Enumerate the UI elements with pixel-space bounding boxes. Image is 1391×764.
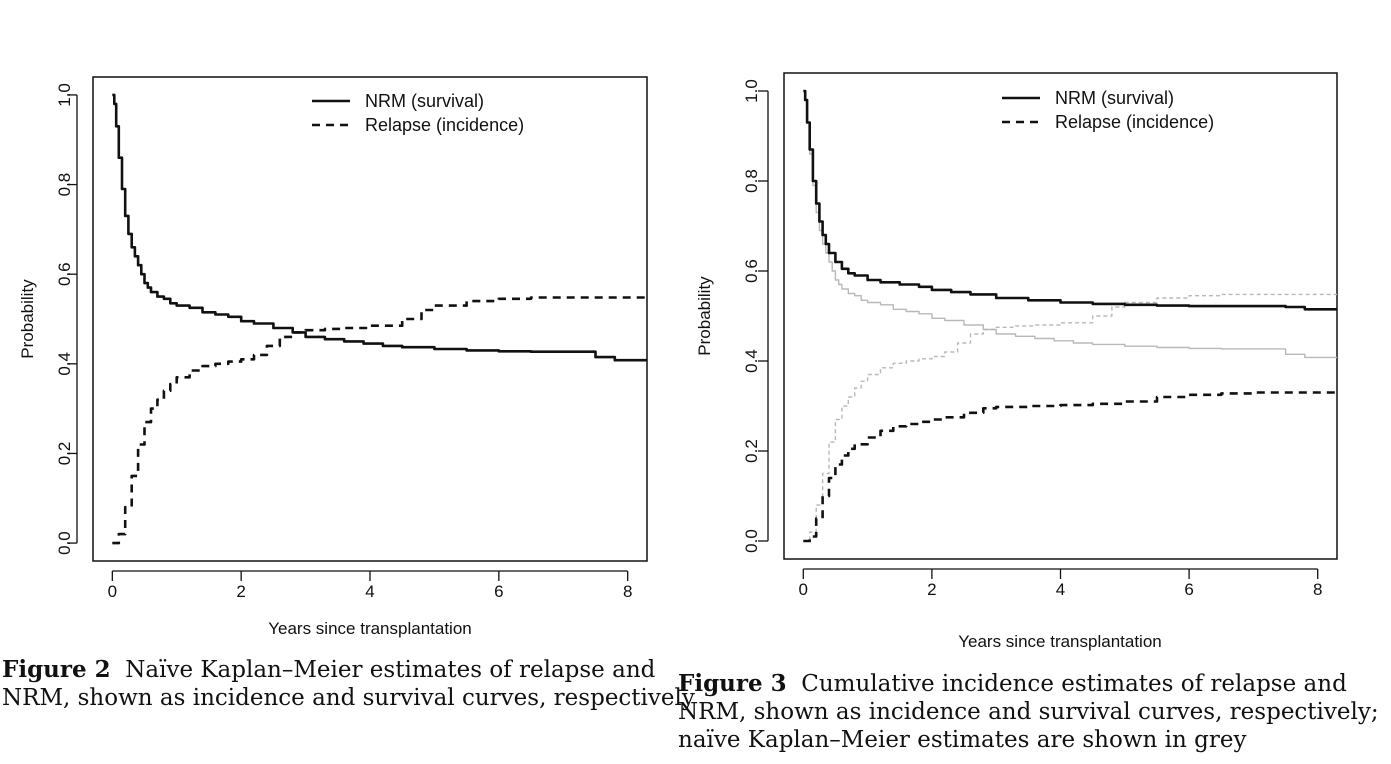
plot-frame — [783, 72, 1338, 560]
legend: NRM (survival) Relapse (incidence) — [1002, 88, 1214, 132]
caption-line: Naïve Kaplan–Meier estimates of relapse … — [125, 657, 656, 683]
series-group — [112, 93, 647, 545]
axis-ticks: 0 2 4 6 8 0.0 0.2 0.4 0.6 0.8 1.0 — [55, 83, 632, 601]
x-tick-label: 2 — [236, 582, 245, 601]
series-line-2 — [803, 89, 1337, 311]
x-tick-label: 6 — [494, 582, 503, 601]
series-line-0 — [112, 93, 647, 362]
y-tick-label: 0.8 — [742, 169, 761, 193]
legend: NRM (survival) Relapse (incidence) — [312, 91, 524, 135]
figure-2-caption: Figure 2 Naïve Kaplan–Meier estimates of… — [2, 656, 695, 712]
x-tick-label: 4 — [365, 582, 374, 601]
caption-label: Figure 3 — [678, 670, 787, 697]
x-tick-label: 2 — [927, 580, 936, 599]
y-tick-label: 0.2 — [55, 442, 74, 466]
x-tick-label: 4 — [1056, 580, 1065, 599]
legend-entry-relapse: Relapse (incidence) — [365, 115, 524, 135]
caption-label: Figure 2 — [2, 656, 111, 683]
x-tick-label: 6 — [1184, 580, 1193, 599]
x-tick-label: 8 — [1313, 580, 1322, 599]
y-tick-label: 0.4 — [55, 352, 74, 376]
legend-entry-relapse: Relapse (incidence) — [1055, 112, 1214, 132]
figure-3-chart: 0 2 4 6 8 0.0 0.2 0.4 0.6 0.8 1.0 Years since tran… — [695, 72, 1338, 651]
y-axis-label: Probability — [695, 276, 714, 356]
series-line-1 — [803, 293, 1337, 542]
x-tick-label: 0 — [108, 582, 117, 601]
figure-2-chart: 0 2 4 6 8 0.0 0.2 0.4 0.6 0.8 1.0 Years since tran… — [18, 76, 648, 638]
series-group — [803, 89, 1337, 543]
y-tick-label: 1.0 — [742, 79, 761, 103]
y-tick-label: 0.4 — [742, 349, 761, 373]
figure-3-caption: Figure 3 Cumulative incidence estimates … — [678, 670, 1379, 754]
y-tick-label: 0.6 — [55, 262, 74, 286]
x-axis-label: Years since transplantation — [958, 632, 1162, 651]
x-axis-label: Years since transplantation — [268, 619, 472, 638]
y-tick-label: 0.0 — [742, 529, 761, 553]
caption-line: naïve Kaplan–Meier estimates are shown i… — [678, 727, 1247, 753]
y-tick-label: 1.0 — [55, 83, 74, 107]
axis-ticks: 0 2 4 6 8 0.0 0.2 0.4 0.6 0.8 1.0 — [742, 79, 1322, 599]
caption-line: Cumulative incidence estimates of relaps… — [801, 671, 1347, 697]
y-tick-label: 0.8 — [55, 173, 74, 197]
caption-line: NRM, shown as incidence and survival cur… — [2, 685, 695, 711]
y-axis-label: Probability — [18, 279, 37, 359]
x-tick-label: 8 — [623, 582, 632, 601]
y-tick-label: 0.6 — [742, 259, 761, 283]
y-tick-label: 0.0 — [55, 531, 74, 555]
series-line-1 — [112, 296, 647, 545]
plot-frame — [92, 76, 648, 562]
caption-line: NRM, shown as incidence and survival cur… — [678, 699, 1379, 725]
x-tick-label: 0 — [799, 580, 808, 599]
legend-entry-nrm: NRM (survival) — [1055, 88, 1174, 108]
legend-entry-nrm: NRM (survival) — [365, 91, 484, 111]
y-tick-label: 0.2 — [742, 439, 761, 463]
series-line-3 — [803, 391, 1337, 543]
